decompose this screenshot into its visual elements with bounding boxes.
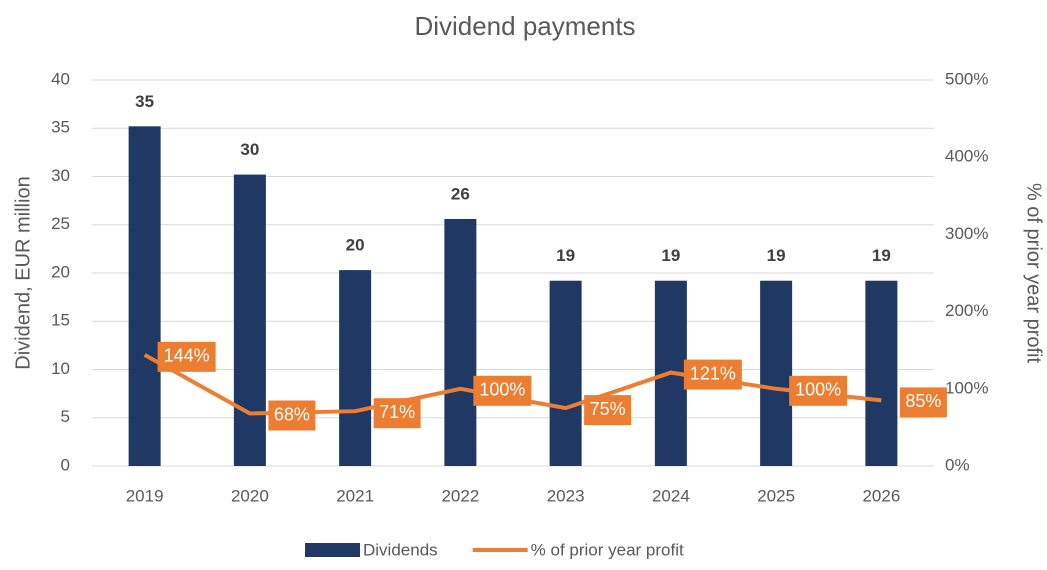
data-label-box: [584, 395, 632, 426]
y-tick-label: 25: [51, 214, 70, 233]
y2-tick-label: 400%: [945, 147, 988, 166]
bar-value-label: 20: [346, 236, 365, 255]
line-value-label: 121%: [690, 363, 736, 383]
data-label-box: [789, 375, 848, 406]
x-tick-label: 2026: [862, 486, 900, 505]
bar: [128, 126, 161, 466]
bar-value-label: 30: [240, 140, 259, 159]
y2-tick-label: 300%: [945, 224, 988, 243]
x-tick-label: 2022: [441, 486, 479, 505]
legend-label: Dividends: [363, 540, 438, 559]
y2-axis-title: % of prior year profit: [1023, 183, 1045, 364]
bar: [865, 280, 898, 466]
x-tick-label: 2020: [231, 486, 269, 505]
x-tick-label: 2024: [652, 486, 690, 505]
line-value-label: 85%: [905, 391, 941, 411]
line-value-label: 100%: [479, 380, 525, 400]
y2-tick-label: 0%: [945, 455, 970, 474]
y-axis-title: Dividend, EUR million: [12, 176, 34, 369]
y-tick-label: 40: [51, 69, 70, 88]
data-label-box: [157, 341, 216, 372]
bar: [760, 280, 793, 466]
chart-title: Dividend payments: [414, 11, 635, 41]
y-tick-label: 15: [51, 311, 70, 330]
line-value-label: 71%: [379, 402, 415, 422]
bar-value-label: 35: [135, 92, 154, 111]
line-value-label: 100%: [795, 380, 841, 400]
bar: [549, 280, 582, 466]
x-tick-label: 2021: [336, 486, 374, 505]
bar: [444, 218, 477, 466]
y2-tick-label: 200%: [945, 301, 988, 320]
legend-label: % of prior year profit: [531, 540, 684, 559]
line-value-label: 75%: [590, 399, 626, 419]
y-tick-label: 0: [61, 455, 70, 474]
bar-value-label: 19: [661, 246, 680, 265]
bar: [339, 270, 372, 466]
y2-tick-label: 500%: [945, 69, 988, 88]
legend-swatch: [305, 543, 360, 557]
y-tick-label: 10: [51, 359, 70, 378]
y-tick-label: 35: [51, 118, 70, 137]
bar-value-label: 19: [767, 246, 786, 265]
x-tick-label: 2019: [126, 486, 164, 505]
x-tick-label: 2025: [757, 486, 795, 505]
bar: [233, 174, 266, 466]
y-tick-label: 5: [61, 407, 70, 426]
data-label-box: [373, 398, 421, 429]
bar-value-label: 19: [872, 246, 891, 265]
data-label-box: [899, 387, 947, 418]
x-tick-label: 2023: [547, 486, 585, 505]
line-value-label: 68%: [274, 404, 310, 424]
data-label-box: [473, 375, 532, 406]
data-label-box: [683, 359, 742, 390]
data-label-box: [268, 400, 316, 431]
y-tick-label: 30: [51, 166, 70, 185]
y2-tick-label: 100%: [945, 378, 988, 397]
bar-value-label: 19: [556, 246, 575, 265]
line-value-label: 144%: [164, 346, 210, 366]
bar-value-label: 26: [451, 184, 470, 203]
y-tick-label: 20: [51, 262, 70, 281]
